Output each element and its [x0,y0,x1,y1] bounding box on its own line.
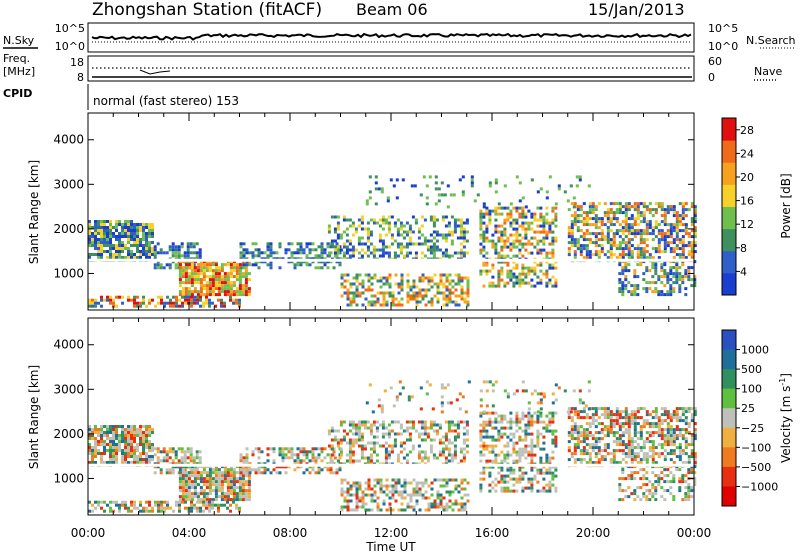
cpid-text: normal (fast stereo) 153 [93,94,239,108]
velocity-ytick-label: 1000 [53,471,84,485]
velocity-colorbar-swatch [722,486,736,507]
nsky-label: N.Sky [3,34,35,47]
nave-tick-high: 60 [708,55,722,68]
velocity-ylabel: Slant Range [km] [27,365,41,469]
velocity-ytick-label: 2000 [53,427,84,441]
time-tick-label: 00:00 [71,526,106,540]
beam-title: Beam 06 [356,0,428,19]
freq-label-1: Freq. [3,52,30,65]
velocity-colorbar-tick: 25 [741,402,755,415]
power-colorbar-tick: 20 [740,171,754,184]
power-panel: 1000 2000 3000 4000 Slant Range [km] [27,112,697,311]
freq-excursion [139,69,171,75]
velocity-colorbar-swatch [722,447,736,468]
time-tick-label: 04:00 [172,526,207,540]
power-colorbar-swatch [722,184,736,207]
freq-panel: Freq. [MHz] 18 8 60 0 Nave [3,52,782,84]
velocity-colorbar-swatch [722,388,736,409]
velocity-colorbar-tick: −1000 [741,480,778,493]
velocity-colorbar-swatch [722,408,736,429]
velocity-ytick-label: 3000 [53,382,84,396]
power-colorbar-tick: 16 [740,195,754,208]
nave-tick-low: 0 [708,71,715,84]
nsky-tick-low: 10^0 [55,40,85,53]
velocity-colorbar-label: Velocity [m s-1] [778,373,793,463]
power-ytick-label: 4000 [53,133,84,147]
power-ytick-label: 1000 [53,266,84,280]
nsearch-label: N.Search [746,34,796,47]
velocity-colorbar-swatch [722,369,736,390]
velocity-colorbar-tick: −25 [741,422,764,435]
time-tick-label: 16:00 [475,526,510,540]
nsky-panel: N.Sky 10^5 10^0 10^5 10^0 N.Search [3,22,796,53]
velocity-colorbar-tick: −100 [741,441,771,454]
power-colorbar-swatch [722,140,736,163]
nsky-tick-high: 10^5 [55,22,85,35]
power-colorbar-swatch [722,206,736,230]
power-colorbar-swatch [722,162,736,185]
power-ytick-label: 3000 [53,177,84,191]
power-ytick-label: 2000 [53,222,84,236]
velocity-x-ticks [87,318,695,515]
time-tick-label: 08:00 [273,526,308,540]
power-data-cells [88,175,697,308]
velocity-colorbar-swatch [722,427,736,448]
power-x-ticks [87,113,695,310]
power-colorbar-tick: 8 [740,242,747,255]
power-colorbar-tick: 12 [740,218,754,231]
power-colorbar-swatch [722,118,736,141]
freq-tick-low: 8 [77,71,84,84]
velocity-y-ticks: 1000 2000 3000 4000 [53,338,694,485]
power-colorbar-swatch [722,250,736,274]
power-colorbar: 4 8 12 16 20 24 28 Power [dB] [721,117,793,296]
time-tick-label: 00:00 [677,526,712,540]
nsearch-tick-high: 10^5 [708,22,738,35]
power-y-ticks: 1000 2000 3000 4000 [53,133,694,280]
xlabel: Time UT [365,540,416,554]
nsky-series [91,32,692,41]
time-axis-labels: 00:00 04:00 08:00 12:00 16:00 20:00 00:00 [71,526,712,540]
velocity-colorbar: 1000 500 100 25 −25 −100 −500 −1000 Velocity [m… [721,329,793,507]
velocity-colorbar-swatch [722,466,736,487]
nsearch-tick-low: 10^0 [708,40,738,53]
velocity-colorbar-swatch [722,349,736,370]
date-title: 15/Jan/2013 [588,0,685,19]
velocity-panel: 1000 2000 3000 4000 Slant Range [km] [27,317,697,516]
velocity-ytick-label: 4000 [53,338,84,352]
freq-tick-high: 18 [70,56,84,69]
time-tick-label: 12:00 [374,526,409,540]
freq-label-2: [MHz] [3,65,35,78]
time-tick-label: 20:00 [576,526,611,540]
power-colorbar-label: Power [dB] [779,173,793,238]
velocity-colorbar-tick: 100 [741,383,762,396]
power-colorbar-swatch [722,272,736,296]
power-colorbar-tick: 24 [740,147,754,160]
velocity-data-cells [88,380,697,513]
power-colorbar-tick: 28 [740,124,754,137]
velocity-colorbar-tick: 500 [741,363,762,376]
power-colorbar-swatch [722,228,736,252]
velocity-colorbar-swatch [722,330,736,351]
station-title: Zhongshan Station (fitACF) [92,0,322,20]
power-colorbar-tick: 4 [740,265,747,278]
power-ylabel: Slant Range [km] [27,160,41,264]
velocity-colorbar-tick: −500 [741,461,771,474]
nave-label: Nave [754,65,782,78]
cpid-label: CPID [3,87,32,100]
velocity-colorbar-tick: 1000 [741,344,769,357]
